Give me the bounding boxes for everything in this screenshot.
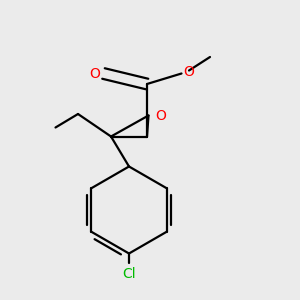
Text: O: O xyxy=(89,67,100,80)
Text: O: O xyxy=(155,109,166,122)
Text: O: O xyxy=(184,65,194,79)
Text: Cl: Cl xyxy=(122,267,136,281)
